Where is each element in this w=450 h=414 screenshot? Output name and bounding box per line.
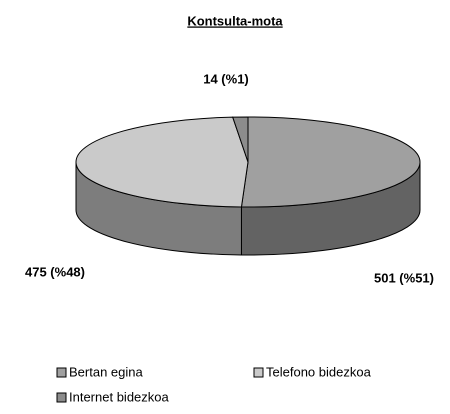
data-label: 14 (%1) bbox=[203, 71, 249, 86]
data-label: 475 (%48) bbox=[25, 264, 85, 279]
legend-label: Telefono bidezkoa bbox=[266, 364, 372, 379]
data-label: 501 (%51) bbox=[374, 270, 434, 285]
slice bbox=[232, 116, 249, 163]
legend-swatch bbox=[56, 392, 67, 403]
slice bbox=[75, 116, 249, 208]
legend-label: Internet bidezkoa bbox=[69, 389, 170, 404]
legend-swatch bbox=[253, 367, 264, 378]
chart-title: Kontsulta-mota bbox=[187, 13, 283, 28]
legend-label: Bertan egina bbox=[69, 364, 143, 379]
slice bbox=[240, 116, 421, 208]
legend-swatch bbox=[56, 367, 67, 378]
